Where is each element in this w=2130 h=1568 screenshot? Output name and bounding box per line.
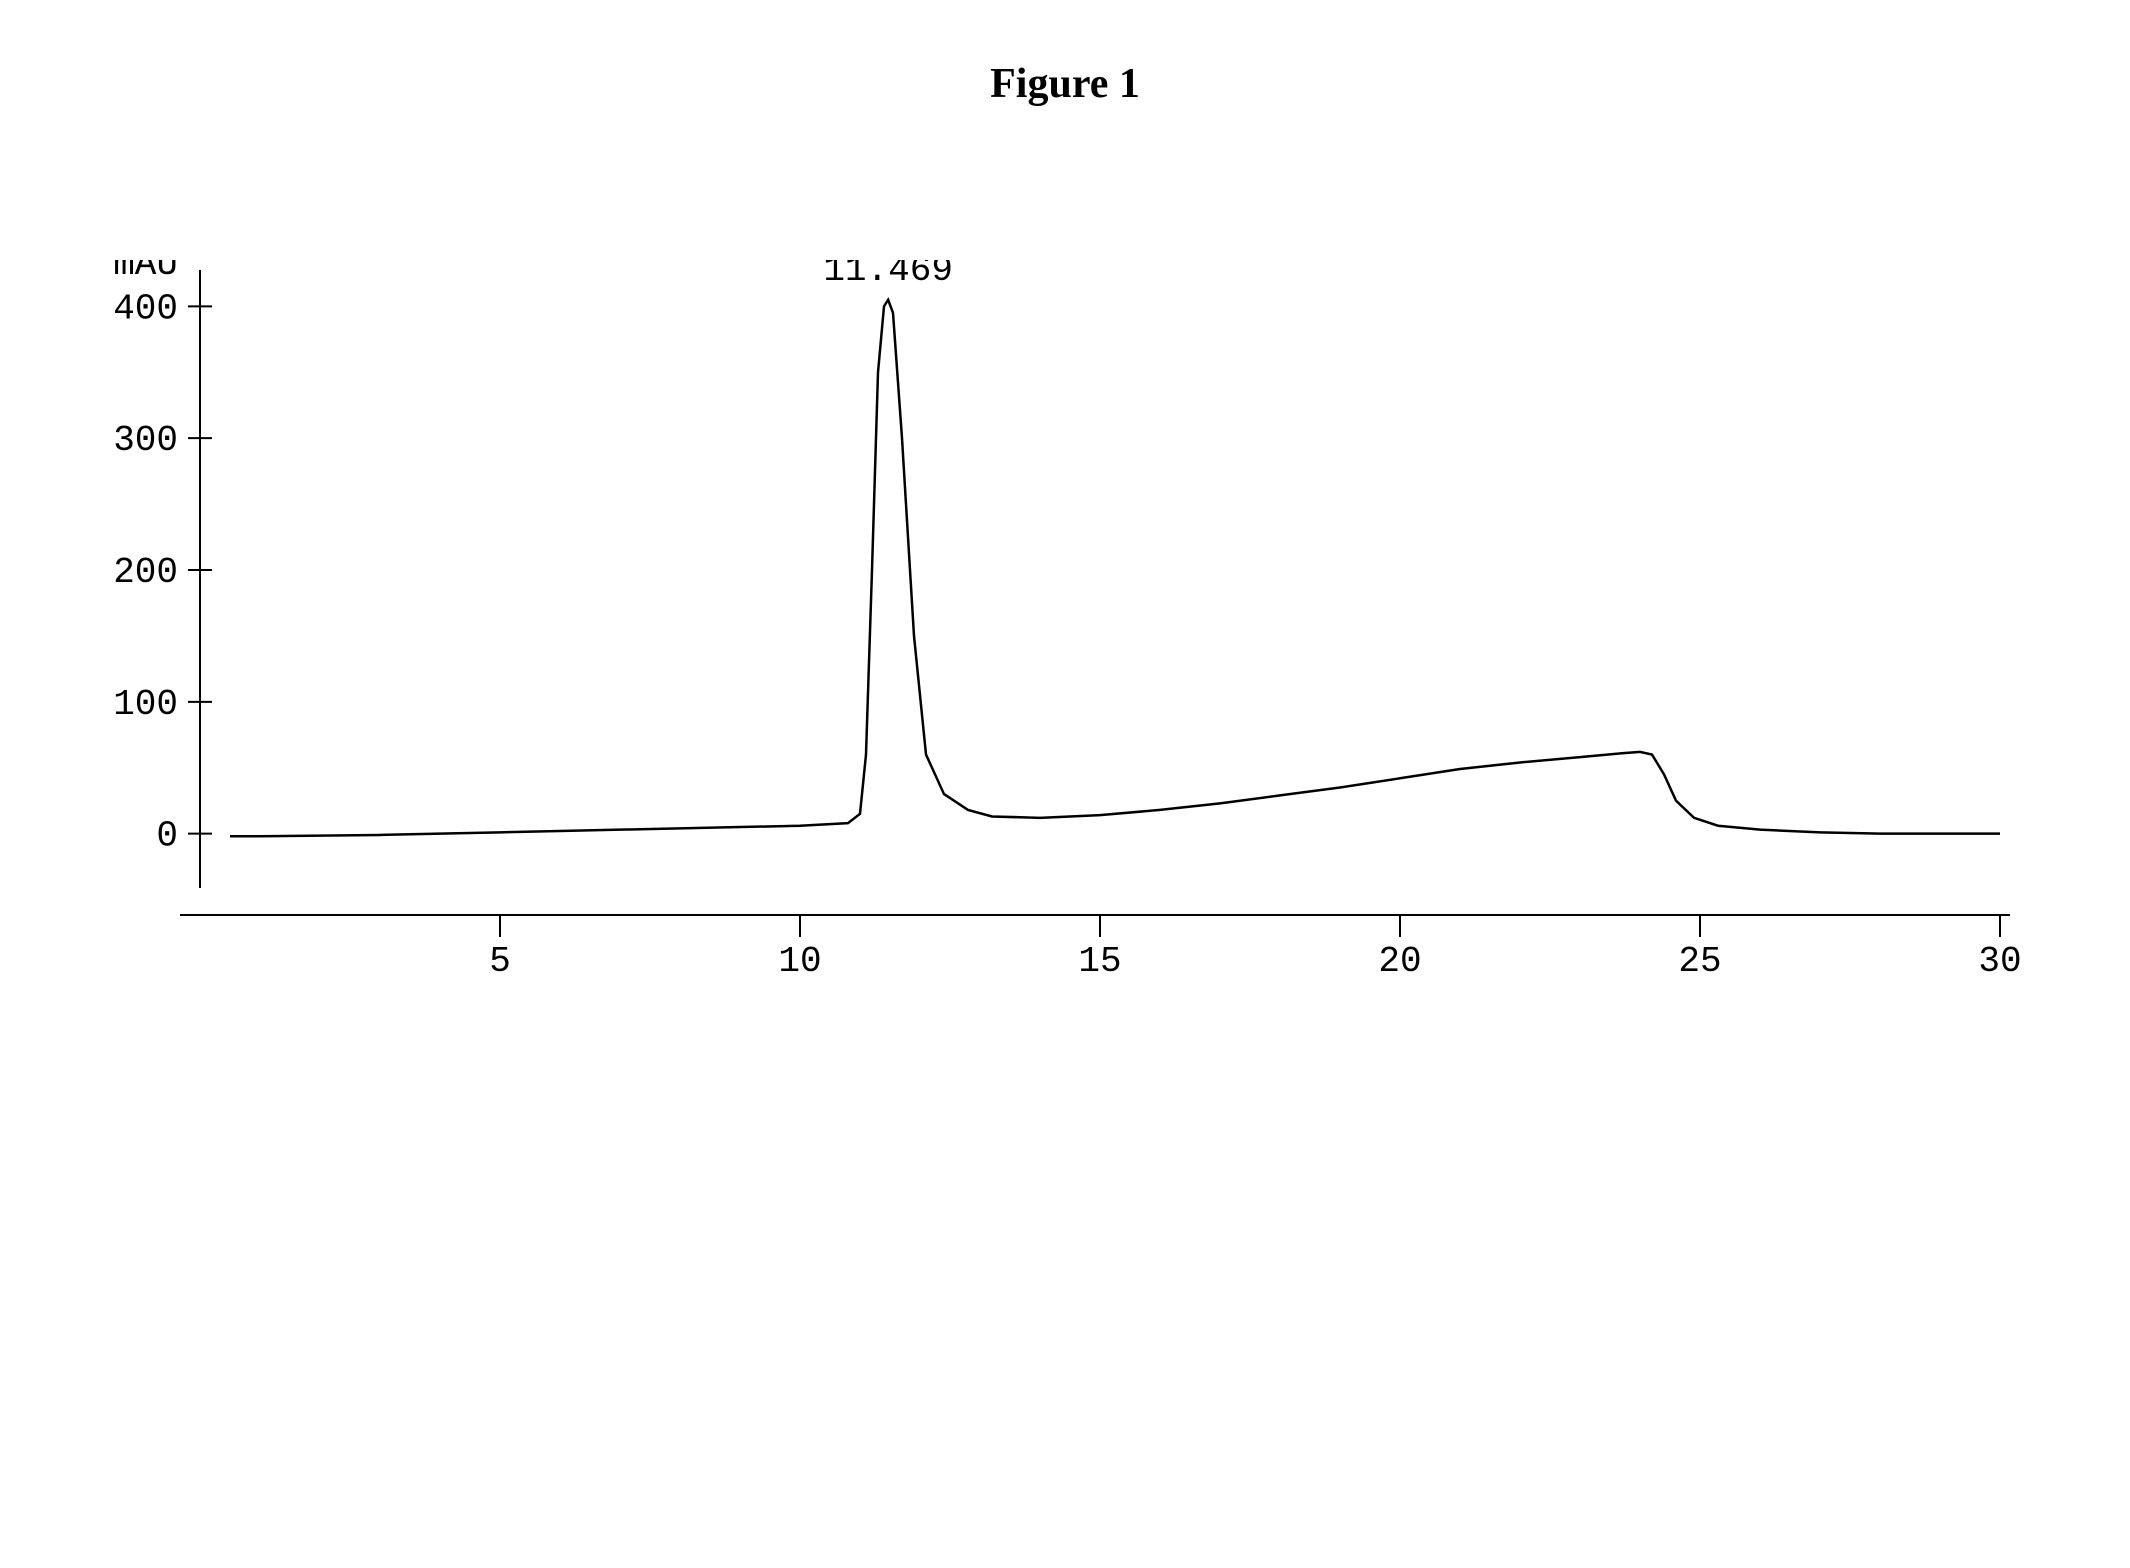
y-tick-label: 400 <box>113 288 178 329</box>
y-tick-label: 0 <box>156 816 178 857</box>
x-tick-label: 5 <box>489 941 511 982</box>
y-tick-label: 300 <box>113 420 178 461</box>
x-tick-label: 25 <box>1678 941 1721 982</box>
x-tick-label: 30 <box>1978 941 2021 982</box>
x-tick-label: 20 <box>1378 941 1421 982</box>
chromatogram-chart: 510152025300100200300400mAU11.469 <box>80 260 2040 1020</box>
y-tick-label: 200 <box>113 552 178 593</box>
y-tick-label: 100 <box>113 684 178 725</box>
figure-title: Figure 1 <box>990 60 1140 108</box>
x-tick-label: 15 <box>1078 941 1121 982</box>
chromatogram-trace <box>230 300 2000 837</box>
x-tick-label: 10 <box>778 941 821 982</box>
peak-label: 11.469 <box>823 260 953 291</box>
y-axis-label: mAU <box>113 260 178 285</box>
